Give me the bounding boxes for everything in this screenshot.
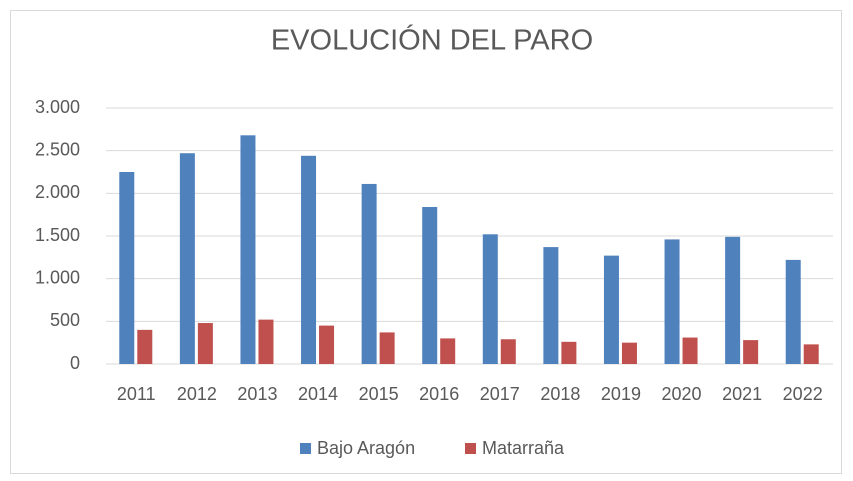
bar — [621, 342, 637, 364]
y-tick-label: 0 — [70, 353, 80, 373]
bar — [422, 206, 438, 364]
x-tick-label: 2015 — [359, 384, 399, 404]
chart-title: EVOLUCIÓN DEL PARO — [271, 24, 593, 57]
bar — [682, 337, 698, 364]
x-tick-label: 2016 — [419, 384, 459, 404]
bar — [137, 329, 153, 364]
bar — [603, 255, 619, 364]
bar — [561, 341, 577, 364]
bar — [258, 319, 274, 364]
x-tick-label: 2018 — [540, 384, 580, 404]
bar — [240, 135, 256, 364]
y-tick-label: 1.500 — [35, 225, 80, 245]
legend-swatch — [300, 443, 311, 454]
bar — [379, 332, 395, 364]
bar — [500, 339, 516, 364]
bar — [785, 259, 801, 364]
y-tick-label: 2.500 — [35, 139, 80, 159]
y-tick-label: 1.000 — [35, 267, 80, 287]
x-tick-label: 2022 — [783, 384, 823, 404]
x-tick-label: 2019 — [601, 384, 641, 404]
bar — [179, 153, 195, 364]
bar — [319, 325, 335, 364]
bar — [197, 323, 213, 364]
legend-label: Bajo Aragón — [317, 438, 415, 458]
bar — [361, 183, 377, 364]
bar — [440, 338, 456, 364]
x-tick-label: 2014 — [298, 384, 338, 404]
legend-label: Matarraña — [482, 438, 565, 458]
bar — [743, 340, 759, 364]
x-tick-label: 2021 — [722, 384, 762, 404]
bar — [664, 239, 680, 364]
bar — [482, 234, 498, 364]
x-tick-label: 2017 — [480, 384, 520, 404]
bar — [301, 155, 317, 364]
x-tick-label: 2013 — [237, 384, 277, 404]
bar — [803, 344, 819, 364]
y-tick-label: 2.000 — [35, 182, 80, 202]
legend-swatch — [465, 443, 476, 454]
bar — [725, 236, 741, 364]
y-tick-label: 500 — [50, 310, 80, 330]
bar — [543, 247, 559, 364]
x-tick-label: 2012 — [177, 384, 217, 404]
x-tick-label: 2011 — [117, 384, 156, 404]
x-tick-label: 2020 — [662, 384, 702, 404]
bar — [119, 172, 135, 364]
y-tick-label: 3.000 — [35, 97, 80, 117]
